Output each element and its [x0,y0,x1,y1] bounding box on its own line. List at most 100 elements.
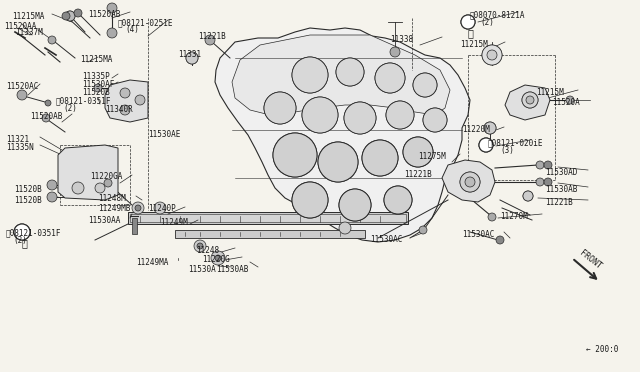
Circle shape [95,183,105,193]
Circle shape [45,100,51,106]
Circle shape [465,177,475,187]
Circle shape [566,96,574,104]
Text: 11270M: 11270M [500,212,528,221]
Circle shape [42,114,50,122]
Circle shape [536,161,544,169]
Circle shape [273,133,317,177]
Text: 11530AF: 11530AF [82,80,115,89]
Circle shape [94,84,102,92]
Text: 11248M: 11248M [98,194,125,203]
Circle shape [461,15,475,29]
Circle shape [74,9,82,17]
Text: 11520B: 11520B [82,88,109,97]
Text: 11215MA: 11215MA [80,55,113,64]
Text: 11220G: 11220G [202,255,230,264]
Text: 11220GA: 11220GA [90,172,122,181]
Polygon shape [442,160,495,202]
Circle shape [336,58,364,86]
Text: Ⓑ08121-0351F: Ⓑ08121-0351F [6,228,61,237]
Circle shape [47,192,57,202]
Text: 11249MA: 11249MA [136,258,168,267]
Text: 11220M: 11220M [462,125,490,134]
Circle shape [339,189,371,221]
Circle shape [419,226,427,234]
Circle shape [215,255,221,261]
Text: 11338: 11338 [390,35,413,44]
Circle shape [523,191,533,201]
Polygon shape [105,80,148,122]
Circle shape [104,179,112,187]
Circle shape [403,137,433,167]
Text: 11530AA: 11530AA [88,216,120,225]
Text: 11335N: 11335N [6,143,34,152]
Circle shape [211,251,225,265]
Text: Ⓑ08121-0351F: Ⓑ08121-0351F [56,96,111,105]
Text: Ⓑ: Ⓑ [22,238,28,248]
Text: (2): (2) [480,18,494,27]
Text: 11221B: 11221B [545,198,573,207]
Text: Ⓑ08121-020iE: Ⓑ08121-020iE [488,138,543,147]
Text: Ⓑ08070-8121A: Ⓑ08070-8121A [470,10,525,19]
Text: Ⓑ: Ⓑ [468,28,474,38]
Text: (2): (2) [63,104,77,113]
Text: 11530A: 11530A [188,265,216,274]
Circle shape [194,240,206,252]
Circle shape [107,28,117,38]
Circle shape [120,105,130,115]
Circle shape [526,96,534,104]
Circle shape [482,45,502,65]
Circle shape [344,102,376,134]
Circle shape [120,88,130,98]
Text: 11340R: 11340R [105,105,132,114]
Text: 11221B: 11221B [404,170,432,179]
Text: 11221B: 11221B [198,32,226,41]
Circle shape [318,142,358,182]
Text: 11520AB: 11520AB [30,112,62,121]
Text: (3): (3) [500,146,514,155]
Circle shape [496,236,504,244]
Circle shape [135,205,141,211]
Circle shape [384,186,412,214]
Text: 11275M: 11275M [418,152,445,161]
Bar [132,218,137,234]
Text: 11215M: 11215M [536,88,564,97]
Circle shape [205,35,215,45]
Circle shape [479,138,493,152]
Text: 11520B: 11520B [14,185,42,194]
Circle shape [292,57,328,93]
Circle shape [484,122,496,134]
Polygon shape [58,145,118,200]
Circle shape [17,90,27,100]
Text: 11335P: 11335P [82,72,109,81]
Text: 11321: 11321 [6,135,29,144]
Text: 11530AD: 11530AD [545,168,577,177]
Text: 11331: 11331 [178,50,201,59]
Text: 11249M: 11249M [160,218,188,227]
Text: 11530AC: 11530AC [370,235,403,244]
Polygon shape [505,85,550,120]
Polygon shape [232,35,450,115]
Text: 11520B: 11520B [14,196,42,205]
Text: (4): (4) [125,25,139,34]
Circle shape [375,63,405,93]
Text: 11215M: 11215M [460,40,488,49]
Circle shape [62,12,70,20]
Text: (2): (2) [13,236,27,245]
Circle shape [186,52,198,64]
Polygon shape [215,28,470,242]
Text: 11520AC: 11520AC [6,82,38,91]
Text: 11530AC: 11530AC [462,230,494,239]
Circle shape [413,73,437,97]
Circle shape [14,224,30,240]
Circle shape [264,92,296,124]
Text: 11240P: 11240P [148,204,176,213]
Circle shape [132,202,144,214]
Circle shape [339,222,351,234]
Text: 11520A: 11520A [552,98,580,107]
Text: 11530AB: 11530AB [216,265,248,274]
Circle shape [48,36,56,44]
Circle shape [72,182,84,194]
Circle shape [302,97,338,133]
Text: 11249MB: 11249MB [98,204,131,213]
Bar [128,212,408,224]
